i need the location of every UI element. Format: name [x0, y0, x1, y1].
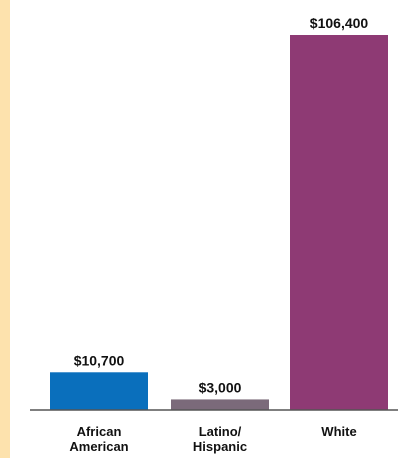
bar-1: [171, 399, 269, 410]
category-label-0: African American: [69, 424, 128, 454]
value-label-0: $10,700: [74, 352, 125, 368]
category-labels-group: African American Latino/Hispanic White: [69, 424, 356, 454]
category-label-1: Latino/Hispanic: [193, 424, 247, 454]
value-label-2: $106,400: [310, 15, 369, 31]
bar-2: [290, 35, 388, 410]
value-label-1: $3,000: [199, 379, 242, 395]
side-strip: [0, 0, 10, 458]
category-label-2: White: [321, 424, 356, 439]
bar-0: [50, 372, 148, 410]
value-labels-group: $10,700 $3,000 $106,400: [74, 15, 369, 395]
bars-group: [50, 35, 388, 410]
